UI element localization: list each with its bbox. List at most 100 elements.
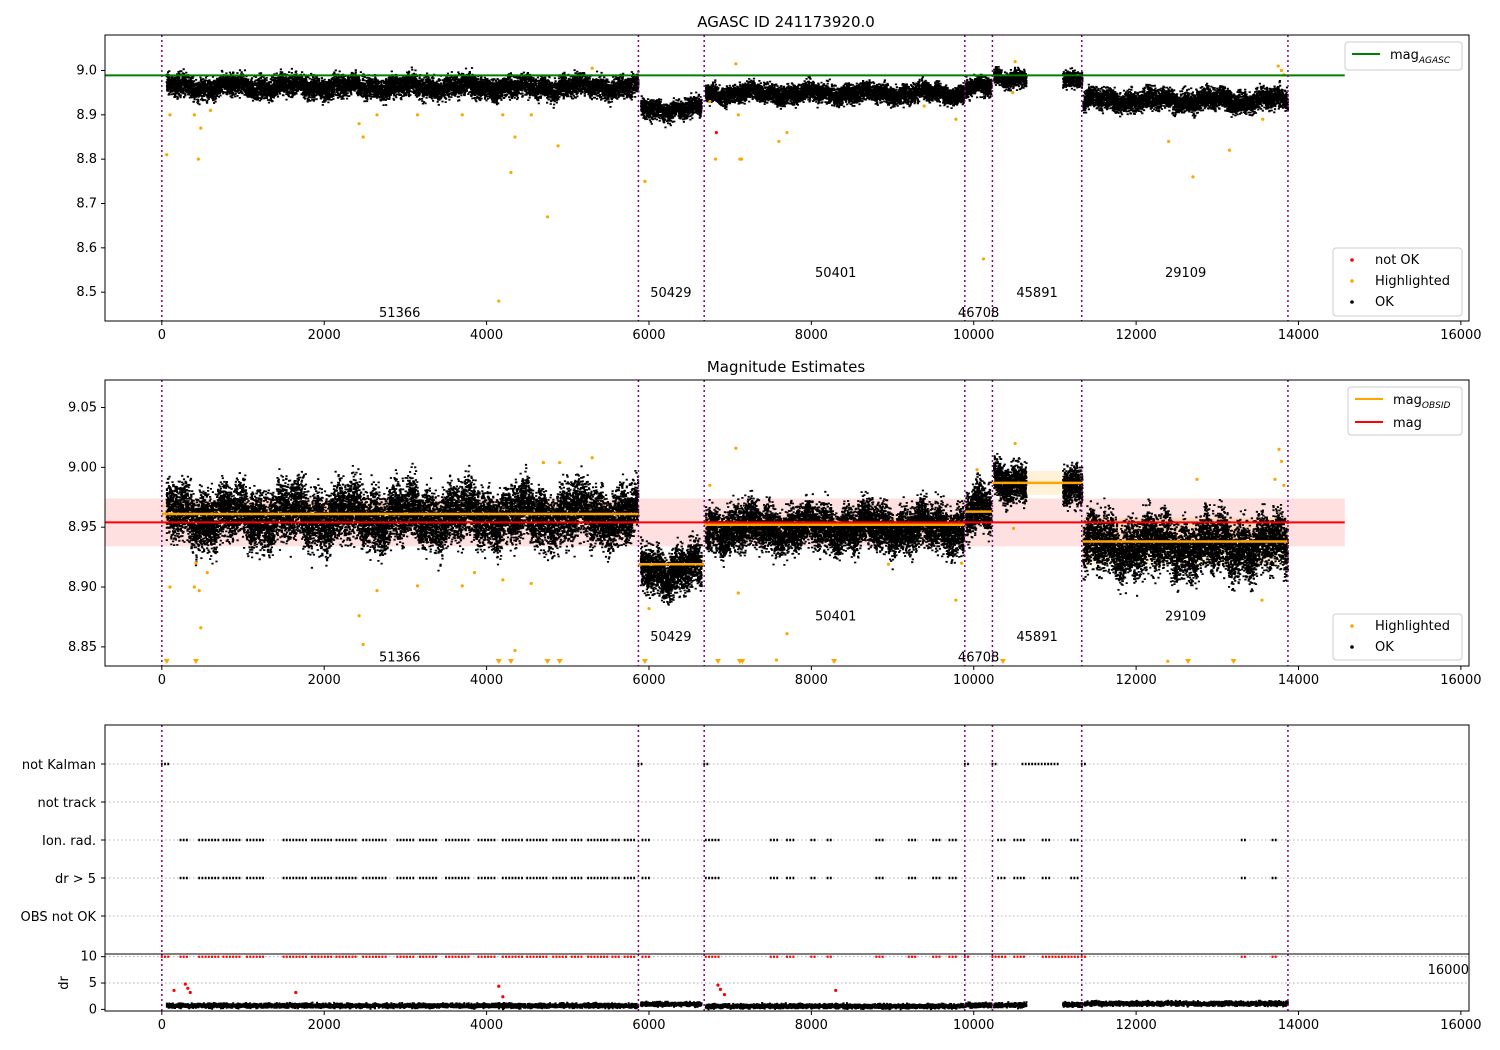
highlighted-point [774,658,779,662]
panel-mag-estimates-plot [105,380,1345,666]
dr-outlier-point [716,983,720,987]
panel-mag-estimates-title: Magnitude Estimates [707,358,865,376]
flag-row-label: not track [37,796,96,811]
x-tick-label: 2000 [308,1018,341,1033]
dr-outlier-point [718,987,723,991]
highlighted-point [647,606,651,611]
dr-outlier-point [188,990,192,995]
highlighted-point [497,299,501,303]
ok-points [1062,461,1084,513]
highlighted-point [785,130,789,135]
highlighted-point [501,113,505,117]
highlighted-point [736,591,740,595]
legend-mag-obsid-text: magOBSID [1393,393,1451,411]
lower-limit-marker [556,659,563,664]
legend-mag-agasc-text: magAGASC [1390,48,1451,66]
highlighted-point [192,113,196,117]
x-tick-label: 0 [158,1018,166,1033]
legend-ok-label: OK [1375,640,1394,655]
highlighted-point [197,589,201,593]
obsid-label: 46708 [958,650,999,665]
panel-dr-y-axis: 0 5 10 [80,950,105,1017]
highlighted-point [1276,64,1280,68]
legend-bottom-box [1332,247,1463,317]
y-tick-label: 9.0 [76,63,97,78]
highlighted-point [1227,148,1232,152]
flag-row-label: Ion. rad. [42,834,96,849]
x-tick-label: 16000 [1440,1018,1481,1033]
legend-ok-marker [1350,300,1354,304]
x-tick-label: 4000 [470,328,503,343]
x-tick-label: 10000 [953,1018,994,1033]
highlighted-point [361,135,365,139]
highlighted-point [194,561,198,565]
flag-points [179,876,1277,880]
lower-limit-marker [544,659,551,664]
lower-limit-marker [163,659,170,664]
dr-outlier-point [183,982,187,986]
x-tick-label: 4000 [470,673,503,688]
obsid-label: 29109 [1165,610,1206,625]
legend-mag-label: mag [1393,416,1422,431]
ok-points [964,73,993,102]
x-tick-label: 12000 [1115,673,1156,688]
highlighted-point [460,584,464,588]
y-tick-label: 8.7 [76,196,97,211]
lower-limit-marker [641,659,648,664]
y-tick-label: 8.5 [76,285,97,300]
panel-agasc: AGASC ID 241173920.0 0 2000 4000 6000 8000 10… [76,13,1481,343]
highlighted-point [558,460,562,465]
panel-flags-plot [105,725,1469,954]
highlighted-point [886,562,891,566]
obsid-label: 45891 [1016,286,1057,301]
dr-outlier-point [501,995,505,999]
y-tick-label: 9.00 [68,460,97,475]
panel-dr-plot [105,954,1469,1011]
flag-row-label: not Kalman [22,758,96,773]
panel-agasc-plot [105,35,1345,321]
x-tick-label: 8000 [795,1018,828,1033]
highlighted-point [509,170,513,175]
x-tick-label: 14000 [1278,1018,1319,1033]
obsid-label: 50429 [650,630,691,645]
panel-agasc-legend-top: magAGASC [1344,41,1463,71]
ok-points [993,66,1028,92]
panel-mag-estimates-x-axis: 0 2000 4000 6000 8000 10000 12000 14000 16000 [158,666,1482,688]
lower-limit-marker [714,659,721,664]
dr-outlier-point [834,988,838,993]
ok-points [165,462,640,572]
highlighted-point [1282,483,1286,487]
lower-limit-marker [495,659,502,664]
x-tick-label: 16000 [1440,328,1481,343]
lower-limit-marker [507,659,514,664]
panel-agasc-x-axis: 0 2000 4000 6000 8000 10000 12000 14000 16000 [158,321,1482,343]
legend-highlighted-label: Highlighted [1375,274,1450,289]
highlighted-point [734,446,738,450]
legend-ok-label: OK [1375,295,1394,310]
y-tick-label: 10 [80,950,97,965]
dr-capped-points [160,955,1277,958]
highlighted-point [777,139,781,144]
x-tick-label: 2000 [308,673,341,688]
highlighted-point [357,122,361,126]
legend-not-ok-label: not OK [1375,253,1420,268]
dr-outlier-point [172,988,176,993]
panel-flags: not Kalman not track Ion. rad. dr > 5 OBS no… [21,724,1470,978]
highlighted-point [590,66,594,70]
legend-highlighted-marker [1350,624,1354,628]
highlighted-point [192,585,196,589]
x-tick-label: 12000 [1115,1018,1156,1033]
panel-dr: 0 2000 4000 6000 8000 10000 12000 14000 16000 0 5… [57,950,1482,1033]
highlighted-point [375,589,379,593]
obsid-label: 50429 [650,286,691,301]
highlighted-point [981,257,986,261]
ok-points [640,91,703,129]
highlighted-point [1277,447,1281,452]
highlighted-point [708,99,712,104]
obsid-label: 50401 [815,266,856,281]
panel-agasc-title: AGASC ID 241173920.0 [697,13,875,31]
x-tick-label: 2000 [308,328,341,343]
obsid-label: 46708 [958,306,999,321]
dr-points [165,999,1289,1011]
